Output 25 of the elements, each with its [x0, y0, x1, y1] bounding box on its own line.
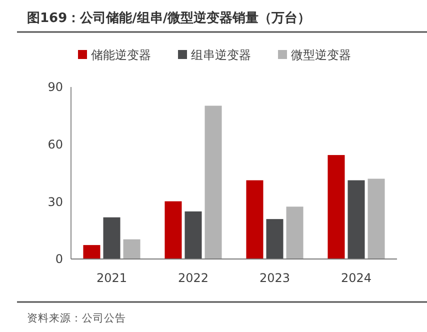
x-tick-label: 2022	[178, 271, 209, 285]
y-tick-label: 90	[48, 80, 63, 94]
bar	[246, 180, 264, 259]
bar	[348, 180, 365, 259]
bar	[123, 239, 140, 259]
bar	[103, 217, 120, 259]
x-tick-label: 2021	[96, 271, 128, 285]
bar	[204, 106, 222, 259]
legend-label: 组串逆变器	[191, 48, 251, 62]
chart-title: 图169：公司储能/组串/微型逆变器销量（万台）	[27, 10, 311, 26]
bar	[83, 245, 100, 259]
y-tick-label: 0	[55, 252, 63, 266]
x-tick-label: 2024	[340, 271, 372, 285]
legend-label: 微型逆变器	[291, 48, 351, 62]
legend-label: 储能逆变器	[91, 48, 151, 62]
y-tick-label: 30	[48, 194, 63, 209]
text: 资料来源：公司公告	[27, 312, 126, 325]
bar	[164, 201, 182, 259]
bar	[266, 219, 284, 259]
y-tick-label: 60	[48, 138, 63, 152]
bar	[328, 155, 345, 259]
bar	[184, 211, 202, 259]
bar	[368, 178, 385, 259]
bar	[286, 206, 304, 259]
x-tick-label: 2023	[259, 271, 290, 285]
